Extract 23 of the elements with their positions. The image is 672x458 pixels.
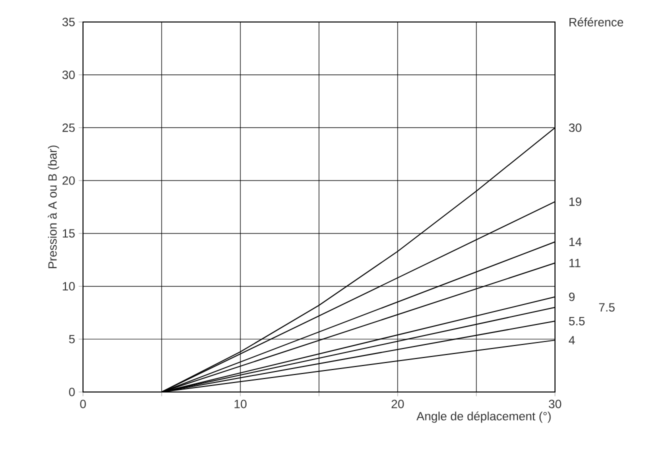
- y-tick-label: 5: [69, 334, 75, 344]
- x-axis-title: Angle de déplacement (°): [416, 412, 551, 423]
- y-tick-label: 35: [62, 18, 75, 26]
- text: 7.5: [599, 303, 615, 312]
- series-label: 5.5: [569, 316, 585, 326]
- x-tick-label: 30: [548, 400, 562, 408]
- series-label: 4: [568, 336, 575, 344]
- series-label: 9: [569, 292, 575, 302]
- series-label: 19: [569, 197, 582, 206]
- legend-title: Référence: [570, 18, 624, 26]
- x-tick-label: 10: [234, 400, 247, 408]
- y-tick-label: 15: [62, 229, 75, 238]
- x-tick-label: 0: [80, 400, 86, 408]
- y-tick-label: 30: [62, 70, 75, 80]
- y-tick-label: 0: [69, 388, 75, 396]
- series-label: 14: [569, 238, 582, 246]
- series-label: 11: [569, 258, 580, 268]
- x-tick-label: 20: [392, 400, 404, 408]
- series-label: 30: [568, 123, 582, 132]
- y-tick-label: 20: [62, 176, 75, 185]
- y-tick-label: 25: [62, 123, 75, 132]
- y-axis-title: Pression à A ou B (bar): [48, 146, 60, 268]
- y-tick-label: 10: [62, 282, 75, 290]
